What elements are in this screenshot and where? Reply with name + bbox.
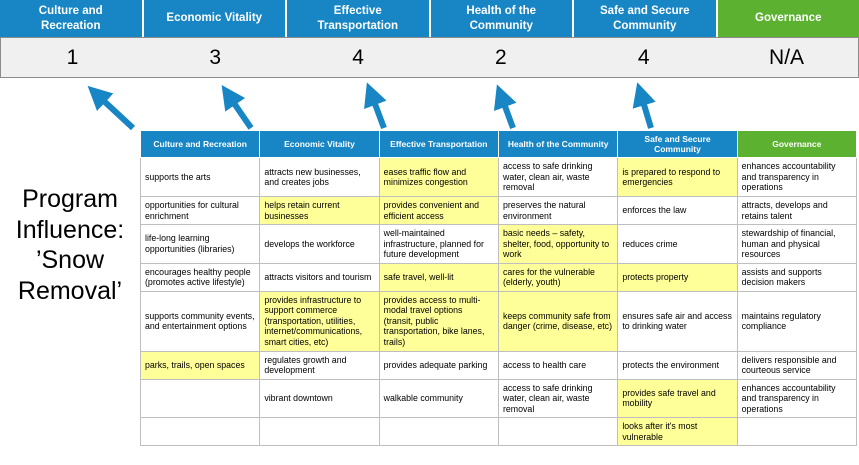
matrix-cell-highlighted: safe travel, well-lit (378, 262, 499, 292)
matrix-cell (259, 417, 380, 447)
matrix-cell: delivers responsible and courteous servi… (736, 350, 858, 380)
matrix-cell-highlighted: provides infrastructure to support comme… (259, 290, 380, 352)
category-header-economic-vitality: Economic Vitality (143, 0, 285, 37)
matrix-cell: access to safe drinking water, clean air… (497, 157, 619, 198)
matrix-cell: maintains regulatory compliance (736, 290, 858, 352)
table-row: supports community events, and entertain… (139, 290, 858, 352)
matrix-cell-highlighted: eases traffic flow and minimizes congest… (378, 157, 499, 198)
table-row: looks after it's most vulnerable (139, 417, 858, 447)
score-value-safe-and-secure-community: 4 (637, 45, 650, 69)
up-arrow-icon (632, 82, 656, 129)
matrix-cell (497, 417, 619, 447)
matrix-cell (139, 417, 261, 447)
matrix-header-culture-and-recreation: Culture and Recreation (139, 129, 261, 159)
matrix-cell: attracts new businesses, and creates job… (259, 157, 380, 198)
matrix-cell: enhances accountability and transparency… (736, 157, 858, 198)
matrix-cell: stewardship of financial, human and phys… (736, 224, 858, 264)
matrix-cell (378, 417, 499, 447)
matrix-cell: protects the environment (617, 350, 738, 380)
table-row: supports the arts attracts new businesses… (139, 157, 858, 198)
matrix-cell-highlighted: is prepared to respond to emergencies (617, 157, 738, 198)
matrix-cell: assists and supports decision makers (736, 262, 858, 292)
matrix-cell-highlighted: provides access to multi-modal travel op… (378, 290, 499, 352)
up-arrow-icon (364, 82, 387, 130)
matrix-cell: ensures safe air and access to drinking … (617, 290, 738, 352)
matrix-cell: provides adequate parking (378, 350, 499, 380)
matrix-cell: vibrant downtown (259, 378, 380, 419)
matrix-cell: access to health care (497, 350, 619, 380)
table-row: vibrant downtown walkable community access… (139, 378, 858, 419)
matrix-cell-highlighted: provides convenient and efficient access (378, 196, 499, 226)
matrix-cell: attracts visitors and tourism (259, 262, 380, 292)
matrix-cell: life-long learning opportunities (librar… (139, 224, 261, 264)
matrix-cell: supports the arts (139, 157, 261, 198)
matrix-cell: reduces crime (617, 224, 738, 264)
matrix-cell (736, 417, 858, 447)
matrix-cell-highlighted: parks, trails, open spaces (139, 350, 261, 380)
matrix-cell-highlighted: cares for the vulnerable (elderly, youth… (497, 262, 619, 292)
matrix-header-safe-and-secure-community: Safe and Secure Community (617, 129, 738, 159)
matrix-cell (139, 378, 261, 419)
table-row: opportunities for cultural enrichment hel… (139, 196, 858, 226)
matrix-cell: supports community events, and entertain… (139, 290, 261, 352)
matrix-cell: preserves the natural environment (497, 196, 619, 226)
summary-category-row: Culture and Recreation Economic Vitality E… (0, 0, 859, 37)
table-row: parks, trails, open spaces regulates grow… (139, 350, 858, 380)
matrix-cell: encourages healthy people (promotes acti… (139, 262, 261, 292)
score-arrows-layer (87, 82, 656, 131)
influence-matrix: Culture and Recreation Economic Vitality E… (139, 129, 858, 447)
matrix-cell: opportunities for cultural enrichment (139, 196, 261, 226)
up-arrow-icon (87, 85, 136, 131)
matrix-cell: attracts, develops and retains talent (736, 196, 858, 226)
score-value-effective-transportation: 4 (352, 45, 364, 69)
matrix-header-row: Culture and Recreation Economic Vitality E… (139, 129, 858, 159)
matrix-cell: enforces the law (617, 196, 738, 226)
matrix-cell: well-maintained infrastructure, planned … (378, 224, 499, 264)
matrix-header-health-of-the-community: Health of the Community (497, 129, 619, 159)
matrix-cell-highlighted: looks after it's most vulnerable (617, 417, 738, 447)
score-value-economic-vitality: 3 (209, 45, 222, 69)
matrix-cell: develops the workforce (259, 224, 380, 264)
matrix-cell: regulates growth and development (259, 350, 380, 380)
category-header-culture-and-recreation: Culture and Recreation (0, 0, 142, 37)
matrix-cell: walkable community (378, 378, 499, 419)
up-arrow-icon (493, 84, 517, 130)
matrix-cell-highlighted: keeps community safe from danger (crime,… (497, 290, 619, 352)
matrix-header-governance: Governance (736, 129, 858, 159)
category-header-health-of-the-community: Health of the Community (430, 0, 572, 37)
table-row: encourages healthy people (promotes acti… (139, 262, 858, 292)
score-value-governance: N/A (769, 45, 805, 69)
matrix-cell: enhances accountability and transparency… (736, 378, 858, 419)
matrix-body: supports the arts attracts new businesses… (139, 157, 858, 447)
matrix-header-economic-vitality: Economic Vitality (259, 129, 380, 159)
score-value-culture-and-recreation: 1 (66, 45, 79, 69)
matrix-cell-highlighted: basic needs – safety, shelter, food, opp… (497, 224, 619, 264)
matrix-cell-highlighted: protects property (617, 262, 738, 292)
category-header-effective-transportation: Effective Transportation (287, 0, 429, 37)
table-row: life-long learning opportunities (librar… (139, 224, 858, 264)
up-arrow-icon (221, 85, 254, 130)
summary-score-row: 1 3 4 2 4 N/A (0, 37, 859, 78)
matrix-header-effective-transportation: Effective Transportation (378, 129, 499, 159)
category-header-governance: Governance (717, 0, 859, 37)
matrix-cell: access to safe drinking water, clean air… (497, 378, 619, 419)
score-value-health-of-the-community: 2 (495, 45, 507, 69)
category-header-safe-and-secure-community: Safe and Secure Community (574, 0, 716, 37)
matrix-cell-highlighted: provides safe travel and mobility (617, 378, 738, 419)
page-title: Program Influence: ’Snow Removal’ (15, 185, 125, 305)
matrix-cell-highlighted: helps retain current businesses (259, 196, 380, 226)
